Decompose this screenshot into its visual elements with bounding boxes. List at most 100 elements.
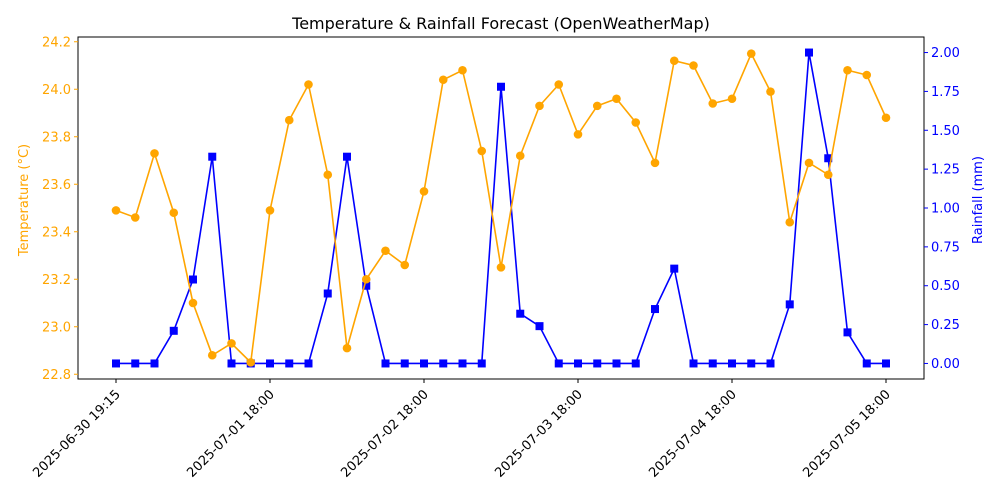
rainfall-point bbox=[150, 359, 159, 368]
rainfall-point bbox=[670, 264, 679, 273]
x-tick-label: 2025-07-04 18:00 bbox=[646, 387, 739, 480]
temperature-point bbox=[438, 75, 448, 85]
temperature-point bbox=[689, 61, 698, 70]
y-tick-label-right: 1.25 bbox=[931, 163, 960, 178]
x-tick-label: 2025-07-02 18:00 bbox=[338, 387, 431, 480]
rainfall-point bbox=[843, 328, 852, 337]
rainfall-point bbox=[458, 359, 467, 368]
rainfall-point bbox=[131, 359, 140, 368]
y-tick-label-left: 23.6 bbox=[42, 178, 71, 193]
rainfall-point bbox=[189, 275, 197, 284]
y-tick-label-right: 0.50 bbox=[931, 279, 960, 294]
y-tick-label-right: 0.25 bbox=[931, 318, 960, 333]
rainfall-point bbox=[708, 359, 717, 368]
y-tick-label-left: 22.8 bbox=[42, 368, 71, 383]
rainfall-point bbox=[477, 359, 486, 368]
rainfall-point bbox=[381, 359, 390, 368]
temperature-point bbox=[169, 208, 179, 218]
rainfall-point bbox=[728, 359, 736, 368]
temperature-point bbox=[207, 350, 217, 360]
rainfall-point bbox=[323, 289, 332, 298]
x-tick-label: 2025-07-05 18:00 bbox=[800, 387, 893, 480]
rainfall-point bbox=[574, 359, 582, 368]
temperature-series bbox=[111, 49, 891, 367]
temperature-point bbox=[862, 70, 872, 80]
temperature-point bbox=[188, 298, 198, 308]
rainfall-point bbox=[747, 359, 756, 368]
rainfall-point bbox=[593, 359, 602, 368]
rainfall-point bbox=[227, 359, 236, 368]
temperature-point bbox=[573, 130, 583, 139]
temperature-point bbox=[304, 80, 313, 89]
temperature-line bbox=[115, 51, 887, 365]
temperature-point bbox=[130, 213, 140, 222]
temperature-point bbox=[265, 206, 275, 215]
temperature-point bbox=[111, 206, 121, 215]
rainfall-point bbox=[266, 359, 274, 368]
temperature-point bbox=[843, 65, 852, 75]
y-tick-label-left: 23.0 bbox=[42, 320, 71, 335]
rainfall-point bbox=[862, 359, 871, 368]
temperature-point bbox=[284, 115, 294, 125]
y-tick-label-left: 24.2 bbox=[42, 35, 71, 50]
rainfall-point bbox=[631, 359, 640, 368]
rainfall-point bbox=[497, 82, 505, 91]
rainfall-point bbox=[420, 359, 428, 368]
temperature-point bbox=[246, 358, 256, 367]
temperature-point bbox=[400, 260, 410, 270]
temperature-point bbox=[631, 118, 641, 127]
rainfall-point bbox=[689, 359, 698, 368]
rainfall-point bbox=[785, 300, 794, 309]
temperature-point bbox=[785, 217, 795, 227]
rainfall-point bbox=[535, 322, 544, 331]
temperature-point bbox=[766, 87, 775, 96]
rainfall-point bbox=[805, 48, 813, 57]
x-tick-label: 2025-07-03 18:00 bbox=[492, 387, 585, 480]
rainfall-point bbox=[362, 281, 371, 290]
rainfall-point bbox=[554, 359, 563, 368]
temperature-point bbox=[361, 274, 371, 284]
x-tick-label: 2025-07-01 18:00 bbox=[184, 387, 277, 480]
temperature-point bbox=[496, 263, 506, 272]
rainfall-point bbox=[612, 359, 621, 368]
axes: 22.8 23.0 23.2 23.4 23.6 23.8 24.0 24.2 0.00 0.25… bbox=[30, 35, 960, 480]
temperature-point bbox=[150, 149, 159, 158]
y-tick-label-right: 0.75 bbox=[931, 240, 960, 255]
temperature-point bbox=[881, 113, 891, 123]
temperature-point bbox=[746, 49, 756, 58]
temperature-point bbox=[227, 339, 236, 348]
chart-title: Temperature & Rainfall Forecast (OpenWea… bbox=[291, 14, 710, 33]
rainfall-point bbox=[169, 326, 178, 335]
temperature-point bbox=[823, 170, 833, 180]
rainfall-point bbox=[439, 359, 448, 368]
temperature-point bbox=[458, 65, 467, 75]
rainfall-point bbox=[285, 359, 294, 368]
rainfall-point bbox=[516, 309, 525, 318]
temperature-point bbox=[669, 56, 679, 66]
rainfall-line bbox=[116, 52, 886, 365]
rainfall-point bbox=[400, 359, 409, 368]
temperature-point bbox=[804, 158, 814, 168]
rainfall-point bbox=[343, 152, 351, 161]
temperature-point bbox=[419, 187, 429, 196]
temperature-point bbox=[554, 80, 564, 89]
y-tick-label-right: 1.50 bbox=[931, 124, 960, 139]
y-tick-label-left: 23.2 bbox=[42, 273, 71, 288]
temperature-point bbox=[342, 343, 352, 353]
rainfall-point bbox=[766, 359, 775, 368]
rainfall-point bbox=[824, 154, 833, 163]
y-tick-label-right: 1.00 bbox=[931, 202, 960, 217]
y-tick-label-left: 24.0 bbox=[42, 83, 71, 98]
temperature-point bbox=[477, 146, 487, 156]
rainfall-point bbox=[882, 359, 890, 368]
y-tick-label-left: 23.8 bbox=[42, 130, 71, 145]
temperature-point bbox=[592, 101, 602, 111]
rainfall-point bbox=[304, 359, 313, 368]
y-tick-label-right: 0.00 bbox=[931, 357, 960, 372]
temperature-point bbox=[535, 101, 544, 111]
rainfall-point bbox=[651, 305, 659, 314]
y-axis-label-right: Rainfall (mm) bbox=[971, 156, 986, 244]
x-tick-label: 2025-06-30 19:15 bbox=[30, 387, 123, 480]
rainfall-series bbox=[112, 48, 890, 368]
